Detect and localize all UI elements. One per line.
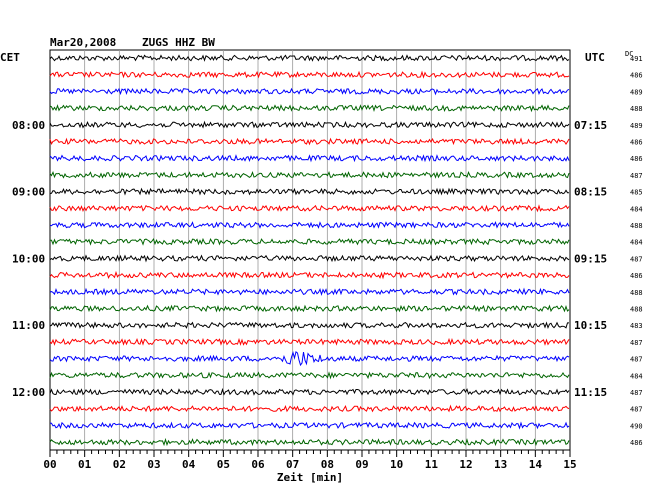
dc-value-label: 487: [630, 406, 643, 414]
right-zone-label: UTC: [585, 51, 605, 64]
trace-21: [49, 387, 570, 396]
dc-value-label: 491: [630, 55, 643, 63]
trace-6: [49, 137, 570, 146]
dc-header-label: DC: [625, 50, 633, 58]
dc-value-label: 488: [630, 289, 643, 297]
x-tick-label: 00: [43, 458, 56, 471]
dc-value-label: 487: [630, 389, 643, 397]
x-tick-label: 06: [251, 458, 265, 471]
header-date: Mar20,2008: [50, 36, 116, 49]
trace-15: [49, 287, 570, 296]
dc-value-label: 487: [630, 356, 643, 364]
cet-time-label: 12:00: [12, 386, 45, 399]
cet-time-label: 09:00: [12, 186, 45, 199]
x-axis-label: Zeit [min]: [277, 471, 343, 484]
trace-22: [49, 404, 570, 413]
utc-time-label: 07:15: [574, 119, 607, 132]
trace-17: [49, 321, 569, 330]
dc-value-label: 484: [630, 205, 643, 213]
trace-19: [49, 351, 570, 367]
x-tick-label: 04: [182, 458, 196, 471]
trace-16: [49, 304, 570, 313]
trace-4: [49, 104, 570, 113]
cet-time-label: 11:00: [12, 319, 45, 332]
trace-3: [49, 87, 570, 96]
utc-time-label: 11:15: [574, 386, 607, 399]
trace-23: [49, 421, 570, 430]
cet-time-label: 08:00: [12, 119, 45, 132]
dc-value-label: 488: [630, 306, 643, 314]
dc-value-label: 488: [630, 105, 643, 113]
utc-time-label: 08:15: [574, 186, 607, 199]
trace-2: [49, 70, 570, 79]
x-tick-label: 08: [321, 458, 334, 471]
trace-24: [49, 437, 570, 447]
dc-value-label: 488: [630, 222, 643, 230]
utc-time-label: 09:15: [574, 252, 607, 265]
trace-13: [49, 254, 570, 263]
trace-14: [49, 270, 570, 280]
dc-value-label: 485: [630, 189, 643, 197]
dc-value-label: 486: [630, 155, 643, 163]
dc-value-label: 489: [630, 88, 643, 96]
x-tick-label: 03: [147, 458, 160, 471]
dc-value-label: 490: [630, 422, 643, 430]
left-zone-label: CET: [0, 51, 20, 64]
dc-value-label: 486: [630, 72, 643, 80]
dc-value-label: 486: [630, 139, 643, 147]
plot-frame: [49, 49, 571, 451]
trace-12: [50, 237, 570, 246]
dc-value-label: 486: [630, 272, 643, 280]
trace-9: [49, 187, 569, 196]
trace-18: [49, 337, 570, 346]
dc-value-label: 487: [630, 339, 643, 347]
trace-1: [49, 54, 570, 62]
trace-7: [49, 154, 570, 163]
x-tick-label: 15: [563, 458, 576, 471]
trace-10: [49, 204, 570, 213]
dc-value-label: 487: [630, 255, 643, 263]
x-tick-label: 09: [355, 458, 368, 471]
x-tick-label: 07: [286, 458, 299, 471]
trace-5: [49, 120, 570, 129]
x-tick-label: 01: [78, 458, 92, 471]
x-tick-label: 11: [425, 458, 439, 471]
x-tick-label: 12: [459, 458, 472, 471]
trace-11: [49, 221, 570, 229]
trace-20: [49, 371, 570, 380]
x-tick-label: 02: [113, 458, 126, 471]
x-tick-label: 10: [390, 458, 403, 471]
dc-value-label: 486: [630, 439, 643, 447]
utc-time-label: 10:15: [574, 319, 607, 332]
dc-value-label: 489: [630, 122, 643, 130]
x-tick-label: 14: [529, 458, 543, 471]
header-station: ZUGS HHZ BW: [142, 36, 215, 49]
x-tick-label: 05: [217, 458, 230, 471]
x-tick-label: 13: [494, 458, 507, 471]
dc-value-label: 484: [630, 372, 643, 380]
trace-8: [49, 170, 570, 179]
cet-time-label: 10:00: [12, 252, 45, 265]
dc-value-label: 484: [630, 239, 643, 247]
dc-value-label: 483: [630, 322, 643, 330]
dc-value-label: 487: [630, 172, 643, 180]
